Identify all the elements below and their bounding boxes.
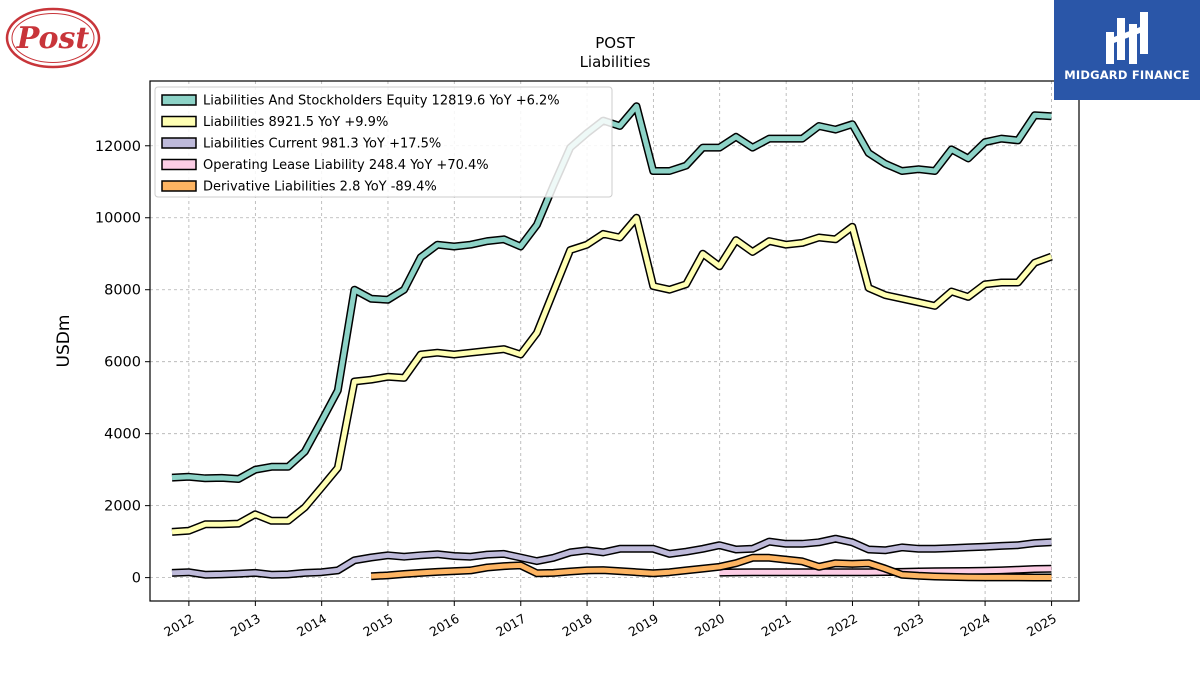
x-tick-label: 2023 [891, 611, 926, 640]
y-tick-label: 6000 [104, 355, 141, 371]
post-logo-inner-ring [11, 13, 95, 63]
x-tick-label: 2019 [626, 611, 661, 640]
legend-swatch [161, 115, 197, 128]
legend-label: Liabilities And Stockholders Equity 1281… [203, 94, 560, 109]
grid [150, 81, 1079, 601]
midgard-finance-logo: MIDGARD FINANCE [1054, 0, 1200, 100]
x-tick-label: 2020 [692, 611, 727, 640]
y-tick-label: 10000 [95, 211, 141, 227]
y-tick-label: 12000 [95, 139, 141, 155]
x-tick-label: 2014 [294, 611, 329, 640]
post-logo-text: Post [16, 21, 90, 56]
series-line [370, 555, 1052, 580]
x-tick-label: 2016 [427, 611, 462, 640]
x-tick-label: 2012 [161, 611, 196, 640]
y-tick-label: 0 [132, 571, 141, 587]
series-line [171, 215, 1053, 535]
post-logo: Post [5, 7, 101, 69]
series-layer [171, 102, 1053, 582]
series-line [171, 536, 1052, 578]
legend-label: Liabilities Current 981.3 YoY +17.5% [203, 137, 441, 152]
midgard-finance-mark-icon [1106, 12, 1148, 64]
legend-swatch [161, 158, 197, 171]
x-tick-label: 2021 [759, 611, 794, 640]
legend-label: Derivative Liabilities 2.8 YoY -89.4% [203, 180, 437, 195]
x-tick-label: 2022 [825, 611, 860, 640]
chart-title: POST [595, 34, 635, 52]
legend-swatch [161, 94, 197, 106]
series-outline [171, 213, 1053, 536]
x-tick-label: 2018 [560, 611, 595, 640]
y-tick-label: 2000 [104, 499, 141, 515]
plot-frame [149, 80, 1080, 602]
legend: Liabilities And Stockholders Equity 1281… [154, 86, 613, 198]
midgard-finance-name: MIDGARD FINANCE [1064, 68, 1190, 82]
legend-label: Operating Lease Liability 248.4 YoY +70.… [203, 158, 489, 173]
x-tick-label: 2013 [228, 611, 263, 640]
x-tick-label: 2025 [1024, 611, 1059, 640]
y-tick-label: 8000 [104, 283, 141, 299]
post-logo-ring [5, 7, 101, 69]
x-tick-label: 2017 [493, 611, 528, 640]
axis-ticks: 0 2000 4000 6000 8000 10000 12000 2012 2013 2014 2… [95, 139, 1059, 640]
chart-subtitle: Liabilities [580, 53, 651, 71]
legend-swatch [161, 137, 197, 149]
y-axis-label: USDm [54, 315, 74, 368]
legend-label: Liabilities 8921.5 YoY +9.9% [203, 115, 388, 130]
x-tick-label: 2024 [958, 611, 993, 640]
x-tick-label: 2015 [360, 611, 395, 640]
legend-box [154, 86, 613, 198]
y-tick-label: 4000 [104, 427, 141, 443]
legend-swatch [161, 180, 197, 192]
